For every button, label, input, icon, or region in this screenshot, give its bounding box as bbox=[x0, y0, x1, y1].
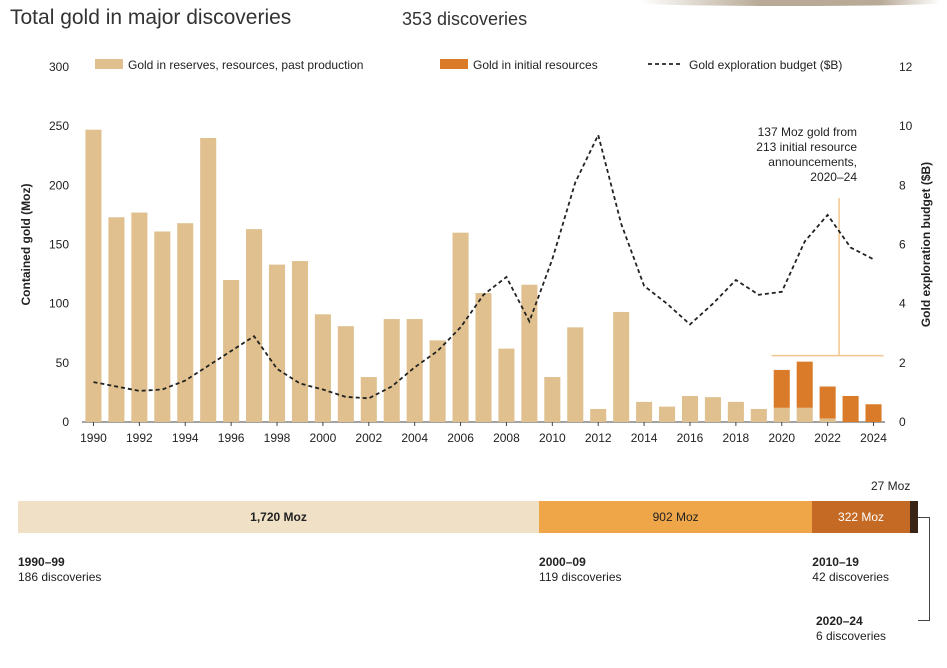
y-tick-label: 50 bbox=[56, 356, 70, 370]
y2-tick-label: 4 bbox=[899, 297, 906, 311]
budget-line bbox=[93, 132, 874, 400]
bar-reserves-2020 bbox=[773, 407, 790, 422]
y-tick-label: 300 bbox=[49, 60, 69, 74]
y-tick-label: 0 bbox=[62, 415, 69, 429]
bar-initial-2022 bbox=[819, 386, 836, 419]
decade-segment-2000–09: 902 Moz bbox=[539, 501, 813, 533]
page-subtitle: 353 discoveries bbox=[402, 9, 528, 29]
bar-initial-2024 bbox=[865, 404, 882, 422]
y2-tick-label: 8 bbox=[899, 178, 906, 192]
legend-label-budget: Gold exploration budget ($B) bbox=[689, 58, 842, 72]
x-tick-label: 2024 bbox=[860, 431, 887, 445]
x-tick-label: 2016 bbox=[677, 431, 704, 445]
bar-reserves-2007 bbox=[475, 293, 492, 422]
x-tick-label: 2006 bbox=[447, 431, 474, 445]
x-tick-label: 2012 bbox=[585, 431, 612, 445]
y2-tick-label: 10 bbox=[899, 119, 913, 133]
bar-reserves-1991 bbox=[108, 217, 125, 422]
decade-label-2020–24: 2020–24 6 discoveries bbox=[816, 614, 887, 643]
bar-reserves-2004 bbox=[406, 319, 423, 422]
annotation-text-line: 2020–24 bbox=[810, 170, 857, 184]
decorative-strip bbox=[640, 0, 940, 6]
bar-reserves-2000 bbox=[314, 314, 331, 422]
decade-segment-2020–24 bbox=[909, 501, 918, 533]
x-tick-label: 2020 bbox=[768, 431, 795, 445]
bar-reserves-2008 bbox=[498, 348, 515, 422]
annotation-text-line: 137 Moz gold from bbox=[758, 125, 857, 139]
x-tick-label: 2004 bbox=[401, 431, 428, 445]
bar-reserves-2002 bbox=[360, 377, 377, 422]
x-tick-label: 1990 bbox=[80, 431, 107, 445]
x-tick-label: 1994 bbox=[172, 431, 199, 445]
decade-segment-1990–99: 1,720 Moz bbox=[18, 501, 540, 533]
y2-tick-label: 2 bbox=[899, 356, 906, 370]
bar-reserves-2017 bbox=[704, 397, 721, 422]
bar-reserves-2009 bbox=[521, 284, 538, 422]
bar-reserves-2005 bbox=[429, 340, 446, 422]
bar-reserves-1999 bbox=[291, 261, 308, 422]
x-tick-label: 2008 bbox=[493, 431, 520, 445]
decade-value-label-2020s: 27 Moz bbox=[871, 479, 911, 493]
x-tick-label: 1998 bbox=[264, 431, 291, 445]
annotation-text-line: 213 initial resource bbox=[756, 140, 857, 154]
bar-reserves-2019 bbox=[750, 408, 767, 422]
decade-segment-2010–19: 322 Moz bbox=[812, 501, 910, 533]
decade-label-2010–19: 2010–19 42 discoveries bbox=[812, 555, 889, 584]
bar-reserves-2001 bbox=[337, 326, 354, 422]
legend-swatch-reserves bbox=[95, 59, 123, 69]
bar-reserves-1997 bbox=[246, 229, 263, 422]
bar-reserves-2013 bbox=[613, 311, 630, 422]
y2-tick-label: 6 bbox=[899, 238, 906, 252]
bar-reserves-1998 bbox=[268, 264, 286, 422]
page-title: Total gold in major discoveries bbox=[10, 6, 292, 29]
x-tick-label: 2014 bbox=[631, 431, 658, 445]
x-tick-label: 2002 bbox=[355, 431, 382, 445]
bar-reserves-1990 bbox=[85, 129, 102, 422]
decade-connector-2020s bbox=[918, 517, 930, 621]
bar-reserves-2011 bbox=[567, 327, 584, 422]
y2-tick-label: 0 bbox=[899, 415, 906, 429]
y2-tick-label: 12 bbox=[899, 60, 913, 74]
y-tick-label: 100 bbox=[49, 297, 69, 311]
legend-label-initial: Gold in initial resources bbox=[473, 58, 598, 72]
y-tick-label: 250 bbox=[49, 119, 69, 133]
decade-label-1990–99: 1990–99 186 discoveries bbox=[18, 555, 102, 584]
bar-reserves-1993 bbox=[154, 231, 171, 422]
bar-initial-2021 bbox=[796, 361, 813, 408]
y2-axis-title: Gold exploration budget ($B) bbox=[919, 162, 933, 327]
bar-reserves-1995 bbox=[200, 138, 217, 422]
bar-reserves-2012 bbox=[590, 408, 607, 422]
bar-reserves-2022 bbox=[819, 418, 836, 422]
gold-discoveries-chart: 0 50 100 150 200 250 300 0 2 4 6 8 10 12 Contained gol… bbox=[19, 58, 933, 445]
bar-reserves-1994 bbox=[177, 223, 194, 422]
bar-reserves-1992 bbox=[131, 212, 148, 422]
bar-reserves-2003 bbox=[383, 319, 400, 422]
x-tick-label: 1992 bbox=[126, 431, 153, 445]
y-axis-title: Contained gold (Moz) bbox=[19, 184, 33, 306]
bar-reserves-2021 bbox=[796, 407, 813, 422]
legend-swatch-initial bbox=[440, 59, 468, 69]
bar-initial-2020 bbox=[773, 369, 790, 408]
annotation-text-line: announcements, bbox=[768, 155, 857, 169]
bar-reserves-2018 bbox=[727, 401, 744, 422]
bar-initial-2023 bbox=[842, 395, 859, 422]
x-tick-label: 2018 bbox=[723, 431, 750, 445]
bar-reserves-2015 bbox=[659, 406, 676, 422]
legend-label-reserves: Gold in reserves, resources, past produc… bbox=[128, 58, 363, 72]
x-tick-label: 2000 bbox=[310, 431, 337, 445]
decade-label-2000–09: 2000–09 119 discoveries bbox=[539, 555, 622, 584]
bar-reserves-2010 bbox=[544, 377, 561, 422]
x-tick-label: 2022 bbox=[814, 431, 841, 445]
bar-reserves-2014 bbox=[636, 401, 653, 422]
x-tick-label: 2010 bbox=[539, 431, 566, 445]
x-tick-label: 1996 bbox=[218, 431, 245, 445]
y-tick-label: 150 bbox=[49, 238, 69, 252]
bar-reserves-2016 bbox=[681, 395, 699, 422]
y-tick-label: 200 bbox=[49, 178, 69, 192]
